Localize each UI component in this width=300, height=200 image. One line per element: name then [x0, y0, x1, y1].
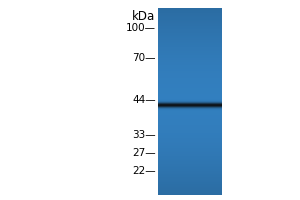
- Text: 33—: 33—: [132, 130, 156, 140]
- Text: 100—: 100—: [126, 23, 156, 33]
- Text: 22—: 22—: [132, 166, 156, 176]
- Text: 70—: 70—: [133, 53, 156, 63]
- Text: 44—: 44—: [132, 95, 156, 105]
- Text: kDa: kDa: [132, 10, 155, 23]
- Text: 27—: 27—: [132, 148, 156, 158]
